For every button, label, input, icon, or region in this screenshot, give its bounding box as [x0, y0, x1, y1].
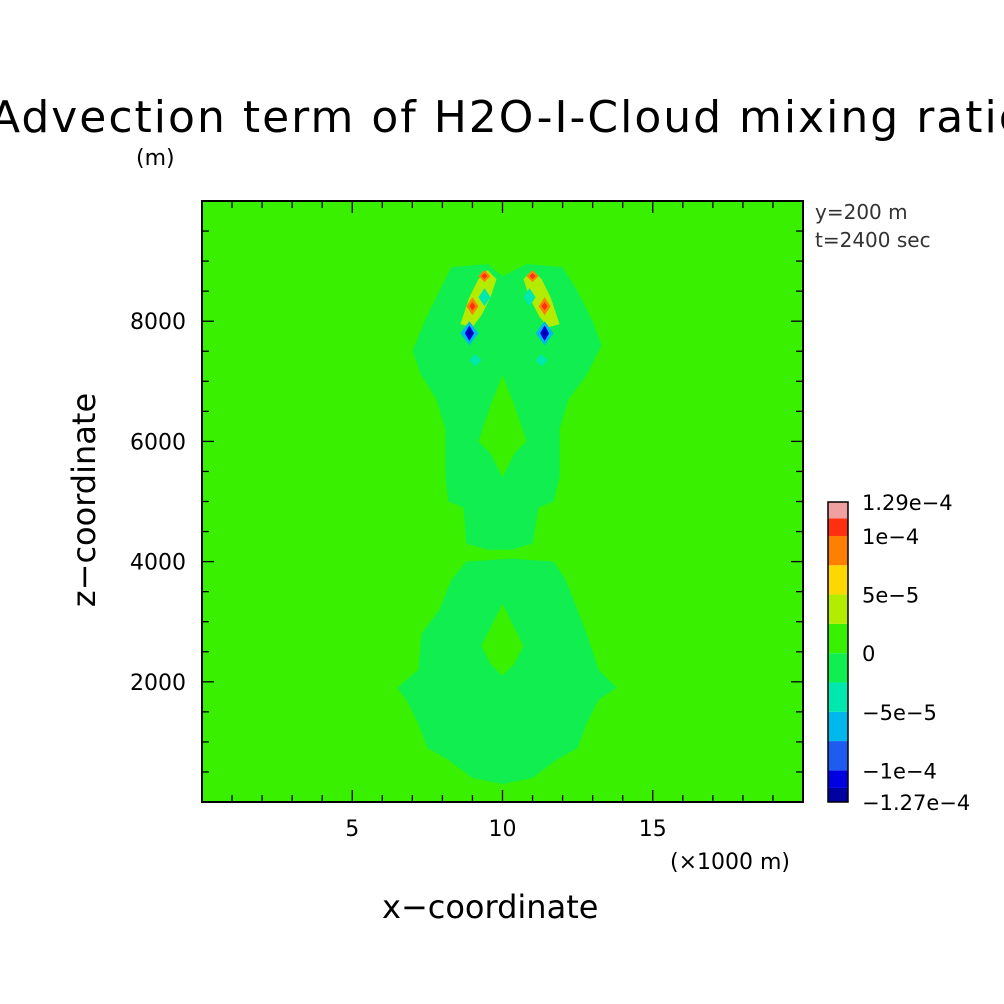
colorbar-swatch: [828, 682, 848, 712]
contour-region-red-left-1: [481, 273, 488, 280]
contour-region-red-left-2: [469, 302, 476, 311]
contour-region-cyan-right-3: [535, 354, 548, 367]
colorbar-swatch: [828, 787, 848, 802]
contour-region-lobe-right: [523, 270, 560, 328]
y-tick-label: 2000: [130, 671, 186, 696]
contour-region-navy-right: [542, 329, 547, 337]
annotation-y-position: y=200 m: [815, 200, 908, 224]
x-tick-label: 5: [345, 817, 359, 842]
colorbar-label: 0: [862, 642, 875, 666]
colorbar-label: 1.29e−4: [862, 491, 953, 515]
colorbar-swatch: [828, 711, 848, 742]
y-tick-label: 8000: [130, 310, 186, 335]
colorbar-swatch: [828, 623, 848, 654]
x-tick-label: 15: [639, 817, 667, 842]
colorbar-swatch: [828, 741, 848, 771]
colorbar-label: −1e−4: [862, 759, 937, 783]
colorbar-swatch: [828, 653, 848, 683]
colorbar-label: 1e−4: [862, 525, 919, 549]
colorbar-swatch: [828, 770, 848, 788]
x-unit-label: (×1000 m): [670, 850, 791, 875]
x-axis-label: x−coordinate: [382, 888, 599, 926]
contour-region-lobe-left: [460, 270, 497, 328]
x-tick-label: 10: [489, 817, 517, 842]
colorbar-label: 5e−5: [862, 584, 919, 608]
colorbar-label: −1.27e−4: [862, 791, 970, 815]
contour-region-red-right-2: [541, 302, 548, 311]
contour-region-cyan-left-3: [469, 354, 482, 367]
colorbar-swatch: [828, 565, 848, 595]
contour-region-cyan-right-2: [523, 288, 536, 307]
contour-region-inner-lower-a: [481, 603, 524, 676]
contour-region-inner-upper-a: [478, 375, 527, 478]
contour-region-navy-left: [467, 329, 472, 337]
colorbar-swatch: [828, 535, 848, 566]
y-tick-label: 4000: [130, 551, 186, 576]
contour-region-cyan-left-2: [478, 288, 491, 307]
colorbar-frame: [827, 501, 849, 803]
y-tick-label: 6000: [130, 430, 186, 455]
colorbar-label: −5e−5: [862, 701, 937, 725]
y-unit-label: (m): [136, 146, 175, 171]
colorbar-swatch: [828, 518, 848, 536]
chart-title: Advection term of H2O-I-Cloud mixing rat…: [0, 92, 1004, 143]
annotation-time: t=2400 sec: [815, 228, 931, 252]
colorbar-swatch: [828, 502, 848, 519]
colorbar-swatch: [828, 594, 848, 624]
contour-region-red-right-1: [529, 273, 536, 280]
